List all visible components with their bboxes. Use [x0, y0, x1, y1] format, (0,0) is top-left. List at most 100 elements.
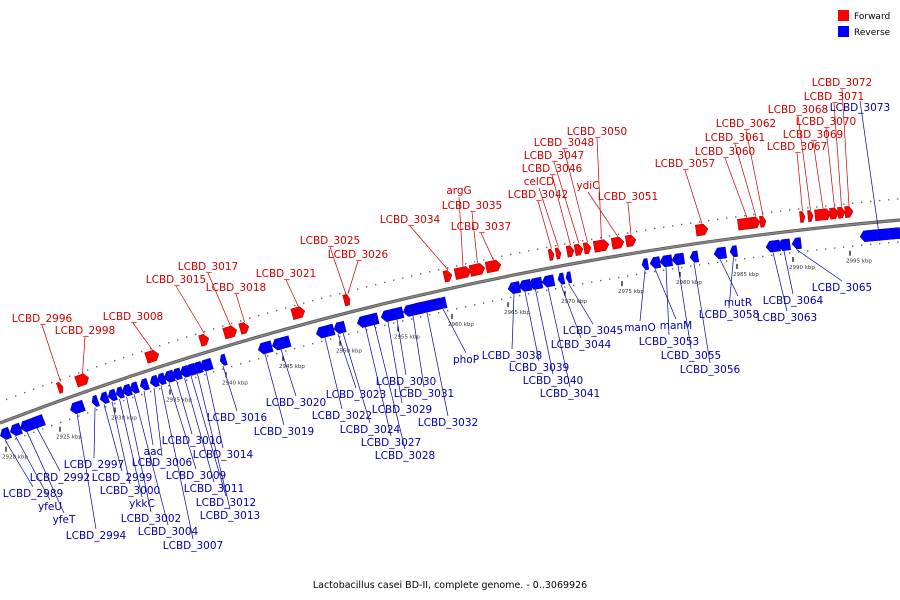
forward-gene-label[interactable]: LCBD_3018	[206, 282, 266, 294]
forward-gene-arrow[interactable]	[198, 333, 211, 347]
forward-gene-arrow[interactable]	[814, 208, 832, 222]
reverse-gene-arrow[interactable]	[439, 296, 448, 309]
forward-gene-label[interactable]: LCBD_3050	[567, 126, 627, 138]
forward-gene-label[interactable]: LCBD_3017	[178, 261, 238, 273]
forward-gene-label[interactable]: LCBD_3046	[522, 163, 583, 175]
reverse-gene-arrow[interactable]	[219, 353, 228, 366]
forward-gene-arrow[interactable]	[55, 381, 64, 394]
reverse-gene-arrow[interactable]	[69, 399, 86, 415]
reverse-gene-arrow[interactable]	[649, 256, 662, 269]
forward-gene-label[interactable]: celCD	[524, 176, 555, 188]
reverse-gene-label[interactable]: phoP	[453, 354, 479, 366]
reverse-gene-label[interactable]: LCBD_3073	[830, 102, 890, 114]
reverse-gene-label[interactable]: LCBD_3024	[340, 424, 401, 436]
forward-gene-label[interactable]: LCBD_3068	[768, 104, 828, 116]
reverse-gene-label[interactable]: LCBD_2989	[3, 488, 63, 500]
reverse-gene-label[interactable]: LCBD_3039	[509, 362, 569, 374]
reverse-gene-label[interactable]: LCBD_3028	[375, 450, 435, 462]
forward-gene-arrow[interactable]	[759, 215, 767, 228]
reverse-gene-arrow[interactable]	[156, 372, 167, 386]
forward-gene-label[interactable]: LCBD_3071	[804, 91, 864, 103]
forward-gene-arrow[interactable]	[573, 243, 584, 257]
forward-gene-arrow[interactable]	[837, 206, 846, 219]
forward-gene-arrow[interactable]	[624, 234, 637, 248]
reverse-gene-arrow[interactable]	[507, 281, 522, 294]
forward-gene-label[interactable]: LCBD_3069	[783, 129, 843, 141]
forward-gene-label[interactable]: LCBD_3015	[146, 274, 206, 286]
reverse-gene-label[interactable]: LCBD_3029	[372, 404, 432, 416]
reverse-gene-label[interactable]: LCBD_3014	[193, 449, 254, 461]
forward-gene-arrow[interactable]	[829, 207, 840, 220]
reverse-gene-label[interactable]: LCBD_3020	[266, 397, 326, 409]
reverse-gene-label[interactable]: LCBD_3030	[376, 376, 436, 388]
reverse-gene-label[interactable]: LCBD_3045	[563, 325, 623, 337]
reverse-gene-label[interactable]: LCBD_3063	[757, 312, 817, 324]
reverse-gene-label[interactable]: LCBD_2992	[30, 472, 90, 484]
reverse-gene-arrow[interactable]	[257, 340, 274, 355]
reverse-gene-arrow[interactable]	[192, 360, 204, 374]
reverse-gene-label[interactable]: LCBD_3004	[138, 526, 199, 538]
reverse-gene-label[interactable]: LCBD_3016	[207, 412, 268, 424]
reverse-gene-label[interactable]: LCBD_3006	[132, 457, 193, 469]
reverse-gene-arrow[interactable]	[271, 335, 292, 351]
reverse-gene-arrow[interactable]	[777, 238, 791, 251]
reverse-gene-arrow[interactable]	[90, 394, 100, 407]
reverse-gene-label[interactable]: yfeT	[53, 514, 76, 526]
reverse-gene-label[interactable]: LCBD_3058	[699, 309, 759, 321]
reverse-gene-label[interactable]: LCBD_3007	[163, 540, 223, 552]
forward-gene-label[interactable]: LCBD_3061	[705, 132, 765, 144]
reverse-gene-label[interactable]: LCBD_3031	[394, 388, 454, 400]
forward-gene-arrow[interactable]	[468, 263, 486, 277]
reverse-gene-label[interactable]: manO	[624, 322, 656, 334]
forward-gene-arrow[interactable]	[453, 265, 472, 280]
reverse-gene-arrow[interactable]	[765, 239, 781, 253]
forward-gene-arrow[interactable]	[484, 259, 502, 274]
reverse-gene-arrow[interactable]	[8, 422, 23, 437]
forward-gene-arrow[interactable]	[592, 239, 610, 253]
reverse-gene-arrow[interactable]	[729, 245, 738, 258]
reverse-gene-label[interactable]: LCBD_3009	[166, 470, 226, 482]
reverse-gene-label[interactable]: yfeU	[38, 501, 62, 513]
reverse-gene-arrow[interactable]	[29, 414, 46, 430]
reverse-gene-label[interactable]: LCBD_3065	[812, 282, 872, 294]
forward-gene-arrow[interactable]	[565, 245, 575, 258]
reverse-gene-arrow[interactable]	[528, 276, 544, 290]
reverse-gene-arrow[interactable]	[390, 306, 405, 320]
reverse-gene-label[interactable]: LCBD_3013	[200, 510, 260, 522]
reverse-gene-label[interactable]: LCBD_2994	[66, 530, 127, 542]
forward-gene-arrow[interactable]	[222, 325, 239, 340]
forward-gene-label[interactable]: LCBD_2996	[12, 313, 73, 325]
forward-gene-label[interactable]: LCBD_2998	[55, 325, 115, 337]
reverse-gene-arrow[interactable]	[171, 367, 183, 381]
reverse-gene-arrow[interactable]	[557, 272, 566, 285]
reverse-gene-arrow[interactable]	[149, 374, 160, 388]
reverse-gene-label[interactable]: LCBD_3010	[162, 435, 222, 447]
forward-gene-label[interactable]: LCBD_3062	[716, 118, 776, 130]
reverse-gene-label[interactable]: LCBD_3011	[184, 483, 244, 495]
reverse-gene-arrow[interactable]	[689, 250, 700, 263]
reverse-gene-arrow[interactable]	[315, 323, 336, 339]
reverse-gene-label[interactable]: LCBD_3056	[680, 364, 741, 376]
reverse-gene-label[interactable]: LCBD_3044	[551, 339, 612, 351]
reverse-gene-label[interactable]: LCBD_3023	[326, 389, 386, 401]
reverse-gene-arrow[interactable]	[370, 312, 380, 325]
reverse-gene-arrow[interactable]	[128, 381, 140, 395]
forward-gene-arrow[interactable]	[290, 306, 306, 320]
reverse-gene-label[interactable]: LCBD_3027	[361, 437, 421, 449]
forward-gene-label[interactable]: LCBD_3037	[451, 221, 511, 233]
forward-gene-label[interactable]: LCBD_3035	[442, 200, 502, 212]
forward-gene-label[interactable]: LCBD_3072	[812, 77, 872, 89]
forward-gene-arrow[interactable]	[844, 206, 854, 218]
forward-gene-label[interactable]: LCBD_3025	[300, 235, 360, 247]
forward-gene-arrow[interactable]	[799, 211, 806, 223]
forward-gene-arrow[interactable]	[547, 248, 555, 261]
forward-gene-label[interactable]: LCBD_3067	[767, 141, 827, 153]
forward-gene-label[interactable]: LCBD_3048	[534, 137, 594, 149]
reverse-gene-arrow[interactable]	[518, 278, 533, 292]
reverse-gene-arrow[interactable]	[713, 246, 727, 260]
forward-gene-label[interactable]: LCBD_3057	[655, 158, 715, 170]
reverse-gene-label[interactable]: LCBD_3040	[523, 375, 583, 387]
reverse-gene-arrow[interactable]	[333, 321, 344, 335]
forward-gene-arrow[interactable]	[582, 242, 592, 255]
reverse-gene-label[interactable]: manM	[660, 320, 692, 332]
